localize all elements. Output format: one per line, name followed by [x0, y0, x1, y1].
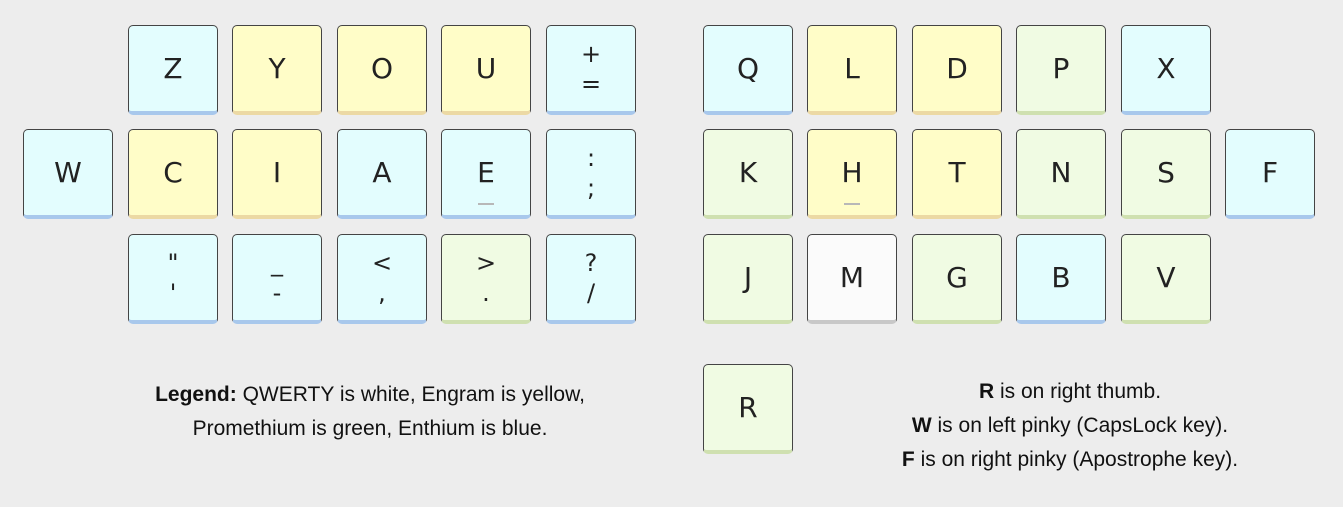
key-label: X	[1156, 51, 1176, 85]
key-label: L	[844, 51, 860, 85]
key-label: K	[738, 155, 758, 189]
key-legends: _ -	[271, 248, 283, 308]
key-label: Y	[268, 51, 286, 85]
key-label: D	[946, 51, 968, 85]
key-label: U	[475, 51, 497, 85]
key-label: G	[946, 260, 968, 294]
key-b: B	[1016, 234, 1106, 324]
key-label: R	[738, 390, 758, 424]
key-h: H	[807, 129, 897, 219]
note-w-text: is on left pinky (CapsLock key).	[937, 414, 1229, 437]
key-s: S	[1121, 129, 1211, 219]
key-i: I	[232, 129, 322, 219]
legend: Legend: QWERTY is white, Engram is yello…	[120, 378, 620, 446]
key-label: O	[370, 51, 394, 85]
note-w-key: W	[911, 414, 932, 437]
key-label: I	[272, 155, 282, 189]
key-y: Y	[232, 25, 322, 115]
homing-bump	[478, 203, 494, 205]
key-label: T	[948, 155, 966, 189]
key-j: J	[703, 234, 793, 324]
key-colon-semicolon: :;	[546, 129, 636, 219]
key-label: Q	[736, 51, 760, 85]
key-m: M	[807, 234, 897, 324]
note-f-text: is on right pinky (Apostrophe key).	[920, 448, 1239, 471]
legend-line-2: Promethium is green, Enthium is blue.	[192, 417, 548, 440]
key-n: N	[1016, 129, 1106, 219]
legend-title: Legend:	[155, 383, 237, 406]
legend-text-1: QWERTY is white, Engram is yellow,	[242, 383, 585, 406]
key-k: K	[703, 129, 793, 219]
key-less-comma: <,	[337, 234, 427, 324]
key-label: J	[743, 260, 753, 294]
key-x: X	[1121, 25, 1211, 115]
key-label: W	[54, 155, 82, 189]
key-legends: >.	[476, 248, 496, 308]
key-label: E	[477, 155, 495, 189]
key-label: B	[1051, 260, 1071, 294]
key-base-label: .	[482, 278, 490, 307]
key-legends: + =	[581, 39, 601, 99]
key-legends: :;	[587, 143, 595, 203]
key-r: R	[703, 364, 793, 454]
key-notes: R is on right thumb. W is on left pinky …	[820, 375, 1320, 477]
key-f: F	[1225, 129, 1315, 219]
homing-bump	[844, 203, 860, 205]
key-shift-label: :	[586, 143, 596, 172]
key-label: H	[841, 155, 863, 189]
key-shift-label: +	[580, 39, 602, 68]
key-base-label: -	[272, 278, 282, 307]
key-base-label: '	[169, 278, 177, 307]
key-a: A	[337, 129, 427, 219]
key-e: E	[441, 129, 531, 219]
key-w: W	[23, 129, 113, 219]
key-quote-apostrophe: " '	[128, 234, 218, 324]
key-label: F	[1261, 155, 1279, 189]
key-label: P	[1052, 51, 1070, 85]
key-underscore-minus: _ -	[232, 234, 322, 324]
key-base-label: /	[586, 278, 596, 307]
note-w: W is on left pinky (CapsLock key).	[820, 409, 1320, 443]
key-plus-equals: + =	[546, 25, 636, 115]
key-shift-label: >	[475, 248, 497, 277]
key-q: Q	[703, 25, 793, 115]
key-c: C	[128, 129, 218, 219]
key-base-label: ,	[378, 278, 386, 307]
key-legends: ? /	[585, 248, 598, 308]
key-label: N	[1050, 155, 1072, 189]
note-f-key: F	[901, 448, 915, 471]
key-base-label: ;	[586, 173, 596, 202]
key-shift-label: _	[271, 248, 283, 277]
key-u: U	[441, 25, 531, 115]
key-label: C	[163, 155, 183, 189]
key-shift-label: ?	[584, 248, 598, 277]
note-f: F is on right pinky (Apostrophe key).	[820, 443, 1320, 477]
key-label: M	[839, 260, 865, 294]
note-r: R is on right thumb.	[820, 375, 1320, 409]
key-legends: <,	[372, 248, 392, 308]
key-shift-label: "	[167, 248, 179, 277]
key-p: P	[1016, 25, 1106, 115]
note-r-text: is on right thumb.	[999, 380, 1162, 403]
key-o: O	[337, 25, 427, 115]
key-base-label: =	[580, 69, 602, 98]
key-l: L	[807, 25, 897, 115]
key-z: Z	[128, 25, 218, 115]
key-v: V	[1121, 234, 1211, 324]
key-d: D	[912, 25, 1002, 115]
key-t: T	[912, 129, 1002, 219]
note-r-key: R	[978, 380, 995, 403]
key-label: S	[1157, 155, 1175, 189]
key-shift-label: <	[371, 248, 393, 277]
key-legends: " '	[167, 248, 178, 308]
key-g: G	[912, 234, 1002, 324]
key-label: A	[372, 155, 392, 189]
key-question-slash: ? /	[546, 234, 636, 324]
legend-line-1: Legend: QWERTY is white, Engram is yello…	[120, 378, 620, 412]
key-label: V	[1156, 260, 1176, 294]
key-label: Z	[163, 51, 183, 85]
key-greater-period: >.	[441, 234, 531, 324]
